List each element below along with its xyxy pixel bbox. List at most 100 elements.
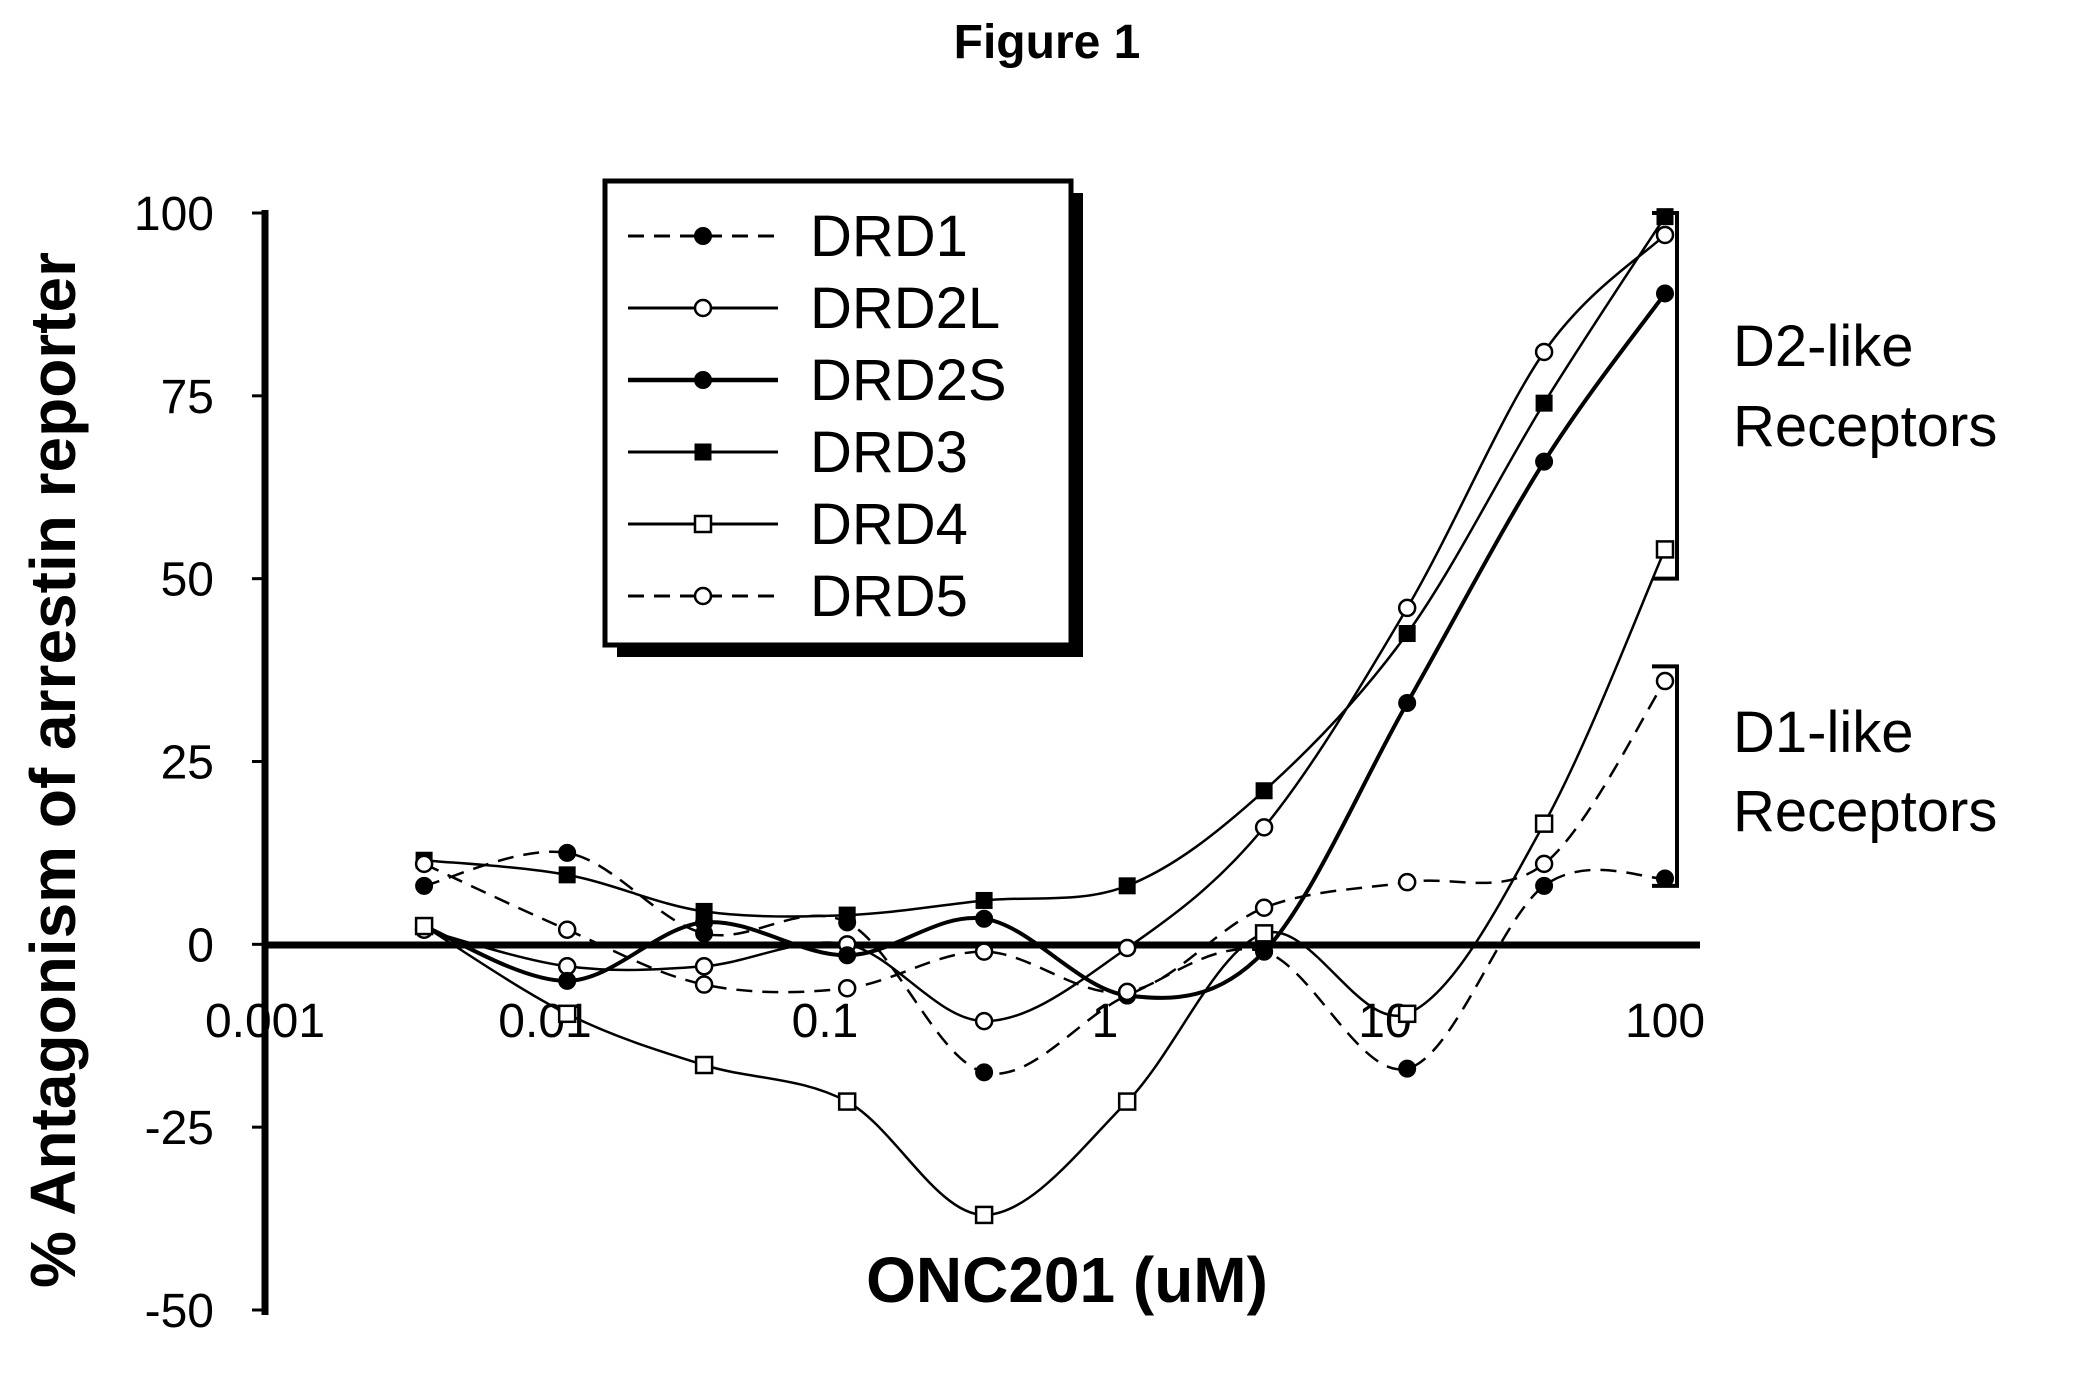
legend-label: DRD2S bbox=[810, 348, 1007, 413]
y-axis-label: % Antagonism of arrestin reporter bbox=[17, 252, 89, 1288]
data-point-drd4 bbox=[1117, 1092, 1137, 1111]
legend-item-drd2s: DRD2S bbox=[628, 348, 1007, 413]
x-axis-label: ONC201 (uM) bbox=[866, 1244, 1268, 1316]
legend-label: DRD4 bbox=[810, 492, 968, 557]
x-ticks: 0.001 0.01 0.1 1 10 100 bbox=[205, 995, 1705, 1048]
legend-items: DRD1 DRD2L DRD2S DRD3 DRD4 DRD5 bbox=[628, 204, 1007, 629]
data-point-drd2s bbox=[1398, 693, 1417, 712]
data-point-drd5 bbox=[837, 978, 857, 998]
series-line-drd2s bbox=[423, 292, 1667, 1000]
data-point-drd4 bbox=[1655, 540, 1675, 559]
data-point-drd1 bbox=[558, 843, 577, 862]
legend-swatch-marker bbox=[693, 298, 713, 318]
data-point-drd4 bbox=[1534, 814, 1554, 833]
series-layer bbox=[414, 208, 1675, 1225]
data-point-drd4 bbox=[414, 916, 434, 936]
series-drd5 bbox=[414, 671, 1675, 1002]
data-point-drd2l bbox=[1655, 225, 1675, 245]
y-tick-label: 25 bbox=[161, 737, 214, 790]
data-point-drd2l bbox=[1397, 598, 1417, 618]
data-point-drd5 bbox=[1397, 872, 1417, 892]
figure-title: Figure 1 bbox=[954, 16, 1141, 69]
legend-item-drd2l: DRD2L bbox=[628, 276, 1000, 341]
data-point-drd3 bbox=[838, 906, 856, 924]
data-point-drd5 bbox=[974, 942, 994, 961]
data-point-drd2s bbox=[1255, 942, 1274, 961]
legend-item-drd1: DRD1 bbox=[628, 204, 968, 269]
data-point-drd3 bbox=[558, 866, 576, 884]
data-point-drd1 bbox=[975, 1063, 994, 1082]
data-point-drd5 bbox=[1254, 898, 1274, 918]
x-tick-label: 0.001 bbox=[205, 995, 325, 1048]
data-point-drd3 bbox=[695, 902, 713, 920]
legend-label: DRD3 bbox=[810, 420, 968, 485]
legend-swatch-marker bbox=[693, 514, 713, 534]
data-point-drd4 bbox=[557, 1004, 577, 1024]
y-ticks: 100 75 50 25 0 -25 -50 bbox=[134, 188, 265, 1338]
data-point-drd1 bbox=[415, 876, 434, 895]
data-point-drd5 bbox=[694, 975, 714, 994]
legend-label: DRD1 bbox=[810, 204, 968, 269]
legend-label: DRD2L bbox=[810, 276, 1000, 341]
y-tick-label: -50 bbox=[145, 1285, 214, 1338]
y-tick-label: 75 bbox=[161, 371, 214, 424]
data-point-drd2l bbox=[557, 957, 577, 976]
series-drd1 bbox=[415, 843, 1674, 1082]
x-tick-label: 0.1 bbox=[792, 995, 859, 1048]
series-line-drd5 bbox=[423, 680, 1667, 994]
legend: DRD1 DRD2L DRD2S DRD3 DRD4 DRD5 bbox=[602, 178, 1083, 657]
group-label-d1-line1: D1-like bbox=[1733, 700, 1914, 765]
group-bracket-d1: D1-like Receptors bbox=[1652, 664, 1997, 888]
data-point-drd2l bbox=[974, 1011, 994, 1031]
series-line-drd3 bbox=[423, 216, 1667, 918]
data-point-drd2l bbox=[1254, 818, 1274, 837]
series-drd4 bbox=[414, 540, 1675, 1225]
group-label-d1-line2: Receptors bbox=[1733, 779, 1997, 844]
data-point-drd1 bbox=[1398, 1059, 1417, 1078]
data-point-drd2s bbox=[1535, 452, 1554, 471]
data-point-drd4 bbox=[694, 1055, 714, 1075]
data-point-drd5 bbox=[1534, 854, 1554, 874]
legend-item-drd4: DRD4 bbox=[628, 492, 968, 557]
data-point-drd4 bbox=[974, 1205, 994, 1225]
data-point-drd2l bbox=[1534, 342, 1554, 362]
group-label-d2-line2: Receptors bbox=[1733, 394, 1997, 459]
legend-item-drd5: DRD5 bbox=[628, 564, 968, 629]
group-label-d2-line1: D2-like bbox=[1733, 314, 1914, 379]
legend-label: DRD5 bbox=[810, 564, 968, 629]
y-tick-label: 50 bbox=[161, 554, 214, 607]
data-point-drd5 bbox=[1655, 671, 1675, 691]
data-point-drd2s bbox=[975, 909, 994, 928]
data-point-drd4 bbox=[837, 1092, 857, 1111]
data-point-drd3 bbox=[1118, 877, 1136, 895]
data-point-drd3 bbox=[1535, 394, 1553, 412]
data-point-drd2l bbox=[694, 957, 714, 976]
series-line-drd4 bbox=[423, 548, 1667, 1217]
series-line-drd1 bbox=[423, 850, 1666, 1075]
legend-box bbox=[602, 178, 1074, 648]
legend-swatch-marker bbox=[694, 371, 712, 389]
data-point-drd3 bbox=[1656, 208, 1674, 226]
data-point-drd3 bbox=[1398, 625, 1416, 643]
data-point-drd2l bbox=[1117, 938, 1137, 958]
y-axis: 100 75 50 25 0 -25 -50 bbox=[134, 188, 269, 1338]
data-point-drd2s bbox=[558, 971, 577, 990]
x-tick-label: 100 bbox=[1625, 995, 1705, 1048]
data-point-drd5 bbox=[414, 854, 434, 874]
data-point-drd2s bbox=[1656, 284, 1674, 303]
legend-item-drd3: DRD3 bbox=[628, 420, 968, 485]
data-point-drd4 bbox=[1397, 1004, 1417, 1024]
series-line-drd2l bbox=[423, 234, 1666, 1023]
data-point-drd3 bbox=[1255, 782, 1273, 800]
data-point-drd5 bbox=[557, 920, 577, 939]
y-tick-label: 100 bbox=[134, 188, 214, 241]
legend-swatch-marker bbox=[694, 443, 712, 461]
data-point-drd5 bbox=[1117, 982, 1137, 1002]
y-tick-label: -25 bbox=[145, 1102, 214, 1155]
group-bracket-d2: D2-like Receptors bbox=[1652, 211, 1997, 581]
data-point-drd4 bbox=[1254, 924, 1274, 943]
data-point-drd2s bbox=[838, 946, 857, 965]
bracket-d2-like bbox=[1652, 211, 1679, 581]
x-axis: 0.001 0.01 0.1 1 10 100 bbox=[205, 941, 1705, 1048]
